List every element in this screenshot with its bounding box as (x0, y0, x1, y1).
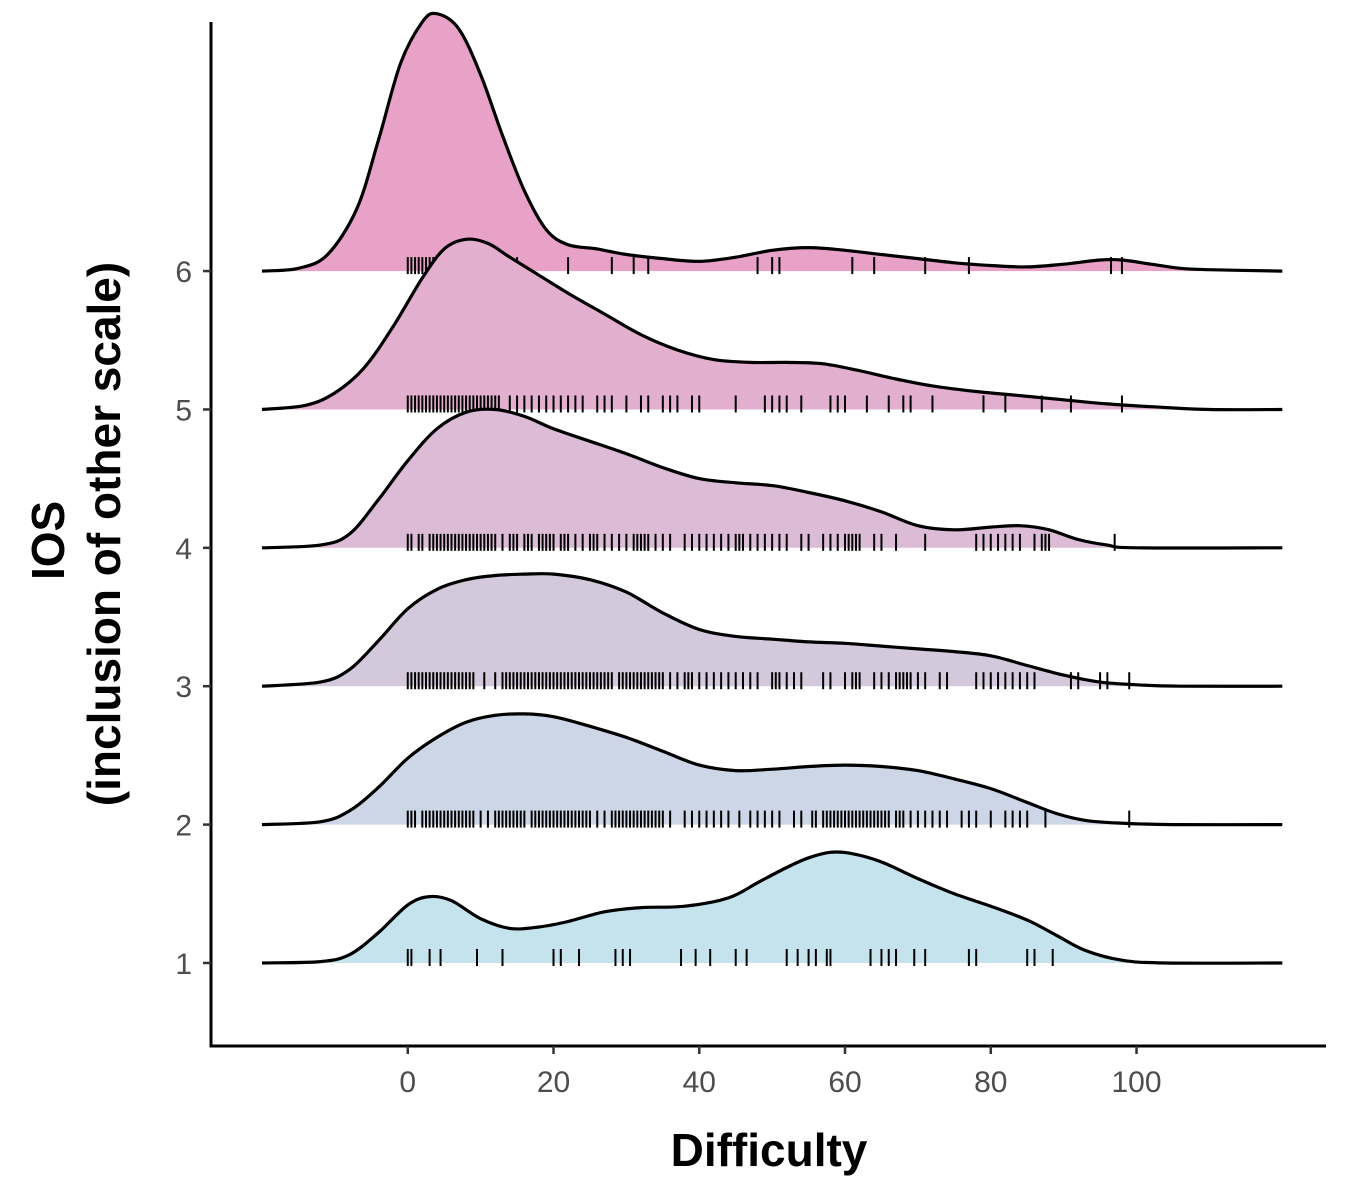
y-tick-label: 6 (175, 256, 192, 289)
y-axis-title-line-1: IOS (22, 501, 74, 580)
y-tick-label: 5 (175, 394, 192, 427)
ridges (261, 11, 1283, 966)
x-tick-label: 40 (683, 1066, 716, 1099)
ridge-level-2 (261, 712, 1283, 828)
ridge-level-5 (261, 237, 1283, 413)
y-tick-label: 3 (175, 671, 192, 704)
y-tick-label: 1 (175, 948, 192, 981)
x-tick-label: 0 (399, 1066, 416, 1099)
y-axis-title: IOS (inclusion of other scale) (22, 262, 130, 806)
ridge-level-1 (261, 850, 1283, 966)
x-tick-label: 20 (537, 1066, 570, 1099)
ridge-line (261, 850, 1283, 965)
x-tick-label: 60 (828, 1066, 861, 1099)
ridge-line (261, 407, 1283, 550)
x-tick-label: 80 (974, 1066, 1007, 1099)
ridge-line (261, 572, 1283, 688)
y-tick-label: 4 (175, 533, 192, 566)
axes (209, 22, 1326, 1048)
ridge-area (262, 851, 1283, 964)
ridge-level-3 (261, 572, 1283, 690)
ridge-area (262, 13, 1283, 272)
y-tick-label: 2 (175, 810, 192, 843)
y-ticks: 1 2 3 4 5 6 (175, 256, 211, 981)
ridge-area (262, 409, 1283, 549)
x-ticks: 0 20 40 60 80 100 (399, 1046, 1162, 1099)
ridge-area (262, 573, 1283, 687)
y-axis-title-line-2: (inclusion of other scale) (78, 262, 130, 806)
x-axis-title: Difficulty (671, 1124, 868, 1176)
ridge-line (261, 712, 1283, 827)
ridge-level-6 (261, 11, 1283, 275)
ridge-line (261, 237, 1283, 412)
ridge-level-4 (261, 407, 1283, 551)
x-tick-label: 100 (1111, 1066, 1161, 1099)
ridge-area (262, 239, 1283, 410)
ridge-line (261, 11, 1283, 273)
